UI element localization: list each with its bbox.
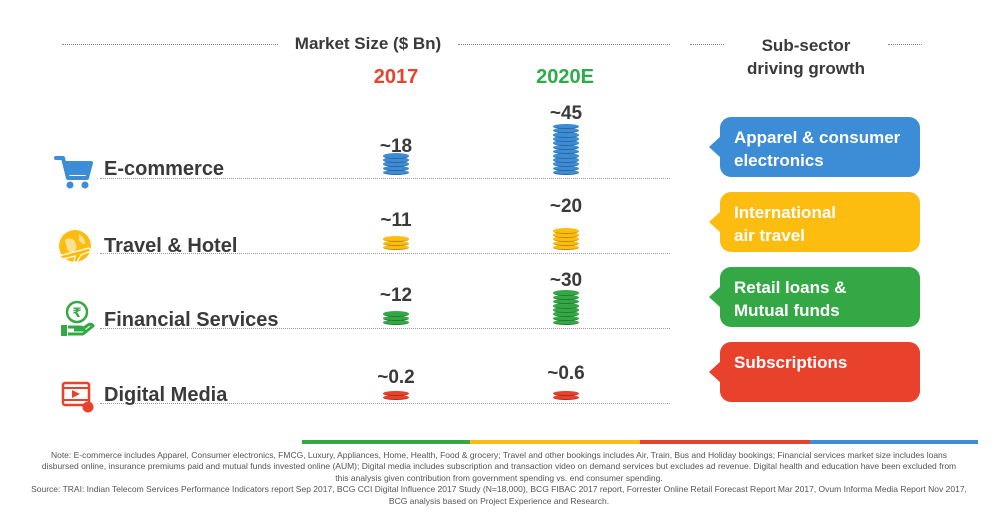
- coin-financial-services-2020e: [553, 294, 579, 301]
- subsector-text-line2: Mutual funds: [734, 300, 840, 320]
- coin-financial-services-2017: [383, 315, 409, 322]
- bubble-pointer: [709, 361, 721, 383]
- subsector-text-line1: Retail loans &: [734, 278, 847, 297]
- subsector-text-line1: International: [734, 203, 837, 222]
- source-line-1: Source: TRAI: Indian Telecom Services Pe…: [31, 484, 967, 495]
- coin-e-commerce-2020e: [553, 157, 579, 163]
- subsector-bubble-financial: Retail loans & Mutual funds: [709, 267, 920, 327]
- value-label-ecommerce-2020: ~45: [549, 103, 583, 124]
- value-label-travel-2017: ~11: [380, 210, 412, 231]
- subsector-bubble-ecommerce: Apparel & consumer electronics: [709, 117, 920, 177]
- coin-e-commerce-2020e: [553, 165, 579, 172]
- coin-e-commerce-2017: [383, 169, 409, 176]
- coin-financial-services-2020e: [553, 290, 579, 297]
- category-label-travel-hotel: Travel & Hotel: [104, 235, 238, 257]
- coin-e-commerce-2020e: [553, 127, 579, 134]
- coin-financial-services-2020e: [553, 319, 579, 326]
- coin-digital-media-2020e: [553, 394, 579, 401]
- coin-e-commerce-2020e: [553, 161, 579, 168]
- footer-bar-blue: [810, 440, 978, 444]
- rupee-hand-icon: ₹: [58, 300, 96, 338]
- coin-travel-hotel-2017: [383, 244, 409, 251]
- header-divider-left: [62, 44, 278, 45]
- row-separator-4: [100, 403, 670, 404]
- subsector-header-line1: Sub-sector: [761, 36, 851, 55]
- note-line-2: disbursed online, insurance premiums pai…: [41, 461, 957, 472]
- coin-e-commerce-2017: [383, 165, 409, 172]
- value-label-financial-2020: ~30: [549, 270, 583, 291]
- coin-travel-hotel-2017: [383, 236, 409, 243]
- coin-e-commerce-2020e: [553, 132, 579, 138]
- subsector-bubble-travel: International air travel: [709, 192, 920, 252]
- subsector-text-line1: Apparel & consumer: [734, 128, 901, 147]
- category-label-financial-services: Financial Services: [104, 309, 279, 331]
- footer-bar-green: [302, 440, 470, 444]
- coin-travel-hotel-2020e: [553, 244, 579, 251]
- coin-travel-hotel-2017: [383, 240, 409, 247]
- row-separator-2: [100, 253, 670, 254]
- coin-e-commerce-2017: [383, 161, 409, 168]
- coin-financial-services-2020e: [553, 298, 579, 305]
- coin-e-commerce-2020e: [553, 123, 579, 130]
- subsector-text-line2: air travel: [734, 225, 805, 245]
- note-line-1: Note: E-commerce includes Apparel, Consu…: [50, 450, 948, 460]
- bubble-pointer: [709, 136, 721, 158]
- svg-text:₹: ₹: [72, 306, 81, 321]
- coin-travel-hotel-2020e: [553, 236, 579, 243]
- coin-financial-services-2020e: [553, 311, 579, 318]
- coin-financial-services-2020e: [553, 303, 579, 309]
- value-label-financial-2017: ~12: [379, 285, 413, 306]
- globe-plane-icon: [55, 226, 95, 266]
- subsector-text-line2: electronics: [734, 150, 824, 170]
- coin-e-commerce-2020e: [553, 148, 579, 155]
- source-line-2: BCG analysis based on Project Experience…: [388, 495, 610, 506]
- row-separator-3: [100, 328, 670, 329]
- year-2020-label: 2020E: [536, 66, 594, 88]
- value-label-travel-2020: ~20: [549, 196, 583, 217]
- header-divider-right-a: [690, 44, 724, 45]
- video-play-icon: [60, 379, 96, 415]
- coin-digital-media-2017: [383, 394, 409, 401]
- header-divider-middle: [458, 44, 670, 45]
- year-2017-label: 2017: [373, 66, 419, 88]
- market-size-header: Market Size ($ Bn): [294, 34, 442, 53]
- coin-e-commerce-2020e: [553, 140, 579, 147]
- subsector-bubble-digital-media: Subscriptions: [709, 342, 920, 402]
- coin-e-commerce-2017: [383, 157, 409, 163]
- footer-bar-red: [640, 440, 810, 444]
- coin-e-commerce-2020e: [553, 169, 579, 176]
- row-separator-1: [100, 178, 670, 179]
- footer-bar-yellow: [470, 440, 640, 444]
- footer-notes: Note: E-commerce includes Apparel, Consu…: [18, 450, 980, 507]
- value-label-digital-2020: ~0.6: [547, 363, 585, 384]
- coin-e-commerce-2020e: [553, 144, 579, 151]
- note-line-3: this analysis given contribution from go…: [335, 472, 663, 483]
- coin-travel-hotel-2020e: [553, 240, 579, 247]
- coin-financial-services-2017: [383, 319, 409, 326]
- coin-digital-media-2017: [383, 390, 409, 397]
- subsector-text-line1: Subscriptions: [734, 353, 848, 372]
- coin-travel-hotel-2020e: [553, 232, 579, 238]
- coin-financial-services-2020e: [553, 315, 579, 322]
- coin-digital-media-2020e: [553, 390, 579, 397]
- bubble-pointer: [709, 286, 721, 308]
- coin-travel-hotel-2020e: [553, 228, 579, 234]
- subsector-header-line2: driving growth: [746, 59, 866, 78]
- coin-financial-services-2017: [383, 311, 409, 318]
- value-label-digital-2017: ~0.2: [377, 367, 415, 388]
- header-divider-right-b: [888, 44, 922, 45]
- coin-e-commerce-2020e: [553, 153, 579, 159]
- category-label-digital-media: Digital Media: [104, 384, 228, 406]
- subsector-header: Sub-sector driving growth: [724, 34, 888, 80]
- shopping-cart-icon: [54, 154, 94, 190]
- coin-e-commerce-2020e: [553, 136, 579, 142]
- category-label-ecommerce: E-commerce: [104, 158, 225, 180]
- value-label-ecommerce-2017: ~18: [379, 136, 413, 157]
- bubble-pointer: [709, 211, 721, 233]
- coin-financial-services-2020e: [553, 307, 579, 313]
- coin-e-commerce-2017: [383, 153, 409, 159]
